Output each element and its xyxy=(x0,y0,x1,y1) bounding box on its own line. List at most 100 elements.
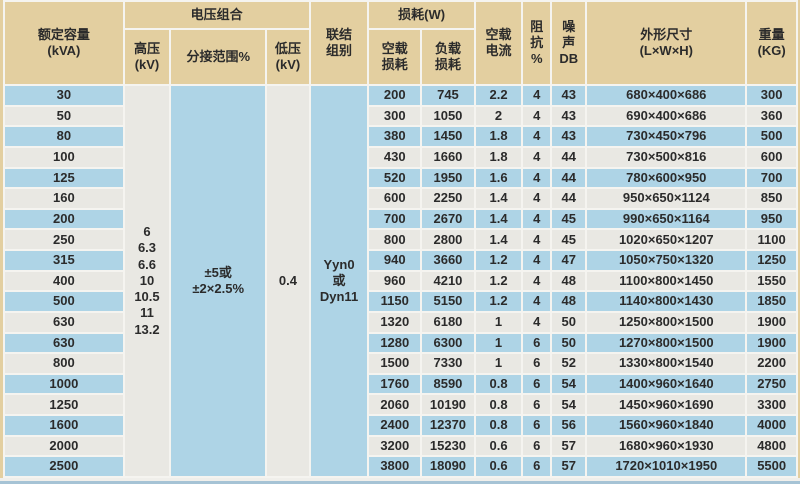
cell-dimensions: 730×500×816 xyxy=(585,145,748,169)
cell-weight: 5500 xyxy=(745,455,798,478)
cell-noise: 43 xyxy=(550,125,588,148)
cell-no-load-current: 1.2 xyxy=(473,290,524,313)
cell-load-loss: 4210 xyxy=(420,269,476,293)
cell-dimensions: 1050×750×1320 xyxy=(585,249,748,272)
cell-impedance: 4 xyxy=(521,104,553,128)
cell-weight: 1850 xyxy=(745,290,798,313)
table-row: 50 300 1050 2 4 43 690×400×686 360 xyxy=(3,104,798,128)
cell-dimensions: 1020×650×1207 xyxy=(585,228,748,251)
cell-noise: 44 xyxy=(550,187,588,210)
cell-weight: 600 xyxy=(745,145,798,169)
cell-no-load-loss: 430 xyxy=(367,145,423,169)
cell-rated-capacity: 100 xyxy=(3,145,125,169)
table-row: 250 800 2800 1.4 4 45 1020×650×1207 1100 xyxy=(3,228,798,251)
cell-rated-capacity: 1250 xyxy=(3,393,125,416)
cell-dimensions: 680×400×686 xyxy=(585,84,748,107)
cell-no-load-loss: 700 xyxy=(367,207,423,231)
cell-dimensions: 1450×960×1690 xyxy=(585,393,748,416)
cell-load-loss: 12370 xyxy=(420,414,476,437)
cell-no-load-loss: 2400 xyxy=(367,414,423,437)
cell-noise: 44 xyxy=(550,145,588,169)
cell-dimensions: 1250×800×1500 xyxy=(585,310,748,334)
cell-impedance: 6 xyxy=(521,434,553,458)
table-row: 315 940 3660 1.2 4 47 1050×750×1320 1250 xyxy=(3,249,798,272)
cell-impedance: 6 xyxy=(521,455,553,478)
table-row: 500 1150 5150 1.2 4 48 1140×800×1430 1850 xyxy=(3,290,798,313)
cell-rated-capacity: 80 xyxy=(3,125,125,148)
cell-dimensions: 1720×1010×1950 xyxy=(585,455,748,478)
table-row: 100 430 1660 1.8 4 44 730×500×816 600 xyxy=(3,145,798,169)
cell-no-load-current: 1.6 xyxy=(473,166,524,190)
cell-weight: 360 xyxy=(745,104,798,128)
cell-rated-capacity: 400 xyxy=(3,269,125,293)
cell-weight: 2750 xyxy=(745,372,798,396)
table-row: 630 1280 6300 1 6 50 1270×800×1500 1900 xyxy=(3,331,798,355)
cell-no-load-current: 1 xyxy=(473,352,524,375)
cell-load-loss: 15230 xyxy=(420,434,476,458)
cell-load-loss: 1660 xyxy=(420,145,476,169)
cell-dimensions: 1680×960×1930 xyxy=(585,434,748,458)
cell-connection-group-value: Yyn0 或 Dyn11 xyxy=(308,84,370,478)
cell-noise: 43 xyxy=(550,84,588,107)
cell-no-load-current: 0.8 xyxy=(473,393,524,416)
cell-impedance: 6 xyxy=(521,414,553,437)
cell-noise: 52 xyxy=(550,352,588,375)
cell-no-load-loss: 520 xyxy=(367,166,423,190)
cell-load-loss: 1950 xyxy=(420,166,476,190)
table-row: 1600 2400 12370 0.8 6 56 1560×960×1840 4000 xyxy=(3,414,798,437)
cell-rated-capacity: 2500 xyxy=(3,455,125,478)
cell-no-load-loss: 1320 xyxy=(367,310,423,334)
cell-weight: 1900 xyxy=(745,310,798,334)
cell-no-load-loss: 1150 xyxy=(367,290,423,313)
cell-weight: 500 xyxy=(745,125,798,148)
col-header-connection-group: 联结 组别 xyxy=(308,0,370,86)
cell-noise: 57 xyxy=(550,455,588,478)
cell-rated-capacity: 1000 xyxy=(3,372,125,396)
cell-impedance: 4 xyxy=(521,145,553,169)
cell-no-load-current: 1 xyxy=(473,331,524,355)
col-header-low-voltage: 低压 (kV) xyxy=(265,28,311,86)
cell-rated-capacity: 160 xyxy=(3,187,125,210)
cell-no-load-loss: 380 xyxy=(367,125,423,148)
cell-no-load-current: 1.8 xyxy=(473,125,524,148)
cell-impedance: 4 xyxy=(521,187,553,210)
col-header-load-loss: 负载 损耗 xyxy=(420,28,476,86)
table-row: 200 700 2670 1.4 4 45 990×650×1164 950 xyxy=(3,207,798,231)
cell-weight: 4800 xyxy=(745,434,798,458)
table-row: 630 1320 6180 1 4 50 1250×800×1500 1900 xyxy=(3,310,798,334)
cell-dimensions: 730×450×796 xyxy=(585,125,748,148)
col-header-no-load-current: 空载 电流 xyxy=(473,0,524,86)
table-row: 80 380 1450 1.8 4 43 730×450×796 500 xyxy=(3,125,798,148)
cell-low-voltage-value: 0.4 xyxy=(265,84,311,478)
cell-no-load-loss: 200 xyxy=(367,84,423,107)
col-header-noise: 噪 声 DB xyxy=(550,0,588,86)
bottom-gap-strip xyxy=(0,478,800,481)
cell-dimensions: 780×600×950 xyxy=(585,166,748,190)
cell-weight: 4000 xyxy=(745,414,798,437)
cell-no-load-loss: 960 xyxy=(367,269,423,293)
table-row: 400 960 4210 1.2 4 48 1100×800×1450 1550 xyxy=(3,269,798,293)
cell-load-loss: 3660 xyxy=(420,249,476,272)
cell-impedance: 4 xyxy=(521,249,553,272)
cell-rated-capacity: 250 xyxy=(3,228,125,251)
cell-impedance: 6 xyxy=(521,393,553,416)
cell-impedance: 6 xyxy=(521,372,553,396)
cell-no-load-current: 2 xyxy=(473,104,524,128)
cell-load-loss: 7330 xyxy=(420,352,476,375)
cell-dimensions: 990×650×1164 xyxy=(585,207,748,231)
cell-impedance: 4 xyxy=(521,166,553,190)
table-row: 1250 2060 10190 0.8 6 54 1450×960×1690 3300 xyxy=(3,393,798,416)
cell-no-load-loss: 1500 xyxy=(367,352,423,375)
col-header-voltage-combination: 电压组合 xyxy=(122,0,311,30)
cell-rated-capacity: 315 xyxy=(3,249,125,272)
cell-dimensions: 1330×800×1540 xyxy=(585,352,748,375)
cell-no-load-loss: 2060 xyxy=(367,393,423,416)
table-row: 2500 3800 18090 0.6 6 57 1720×1010×1950 5500 xyxy=(3,455,798,478)
cell-rated-capacity: 800 xyxy=(3,352,125,375)
cell-rated-capacity: 50 xyxy=(3,104,125,128)
cell-weight: 2200 xyxy=(745,352,798,375)
cell-rated-capacity: 125 xyxy=(3,166,125,190)
cell-weight: 950 xyxy=(745,207,798,231)
cell-load-loss: 6300 xyxy=(420,331,476,355)
